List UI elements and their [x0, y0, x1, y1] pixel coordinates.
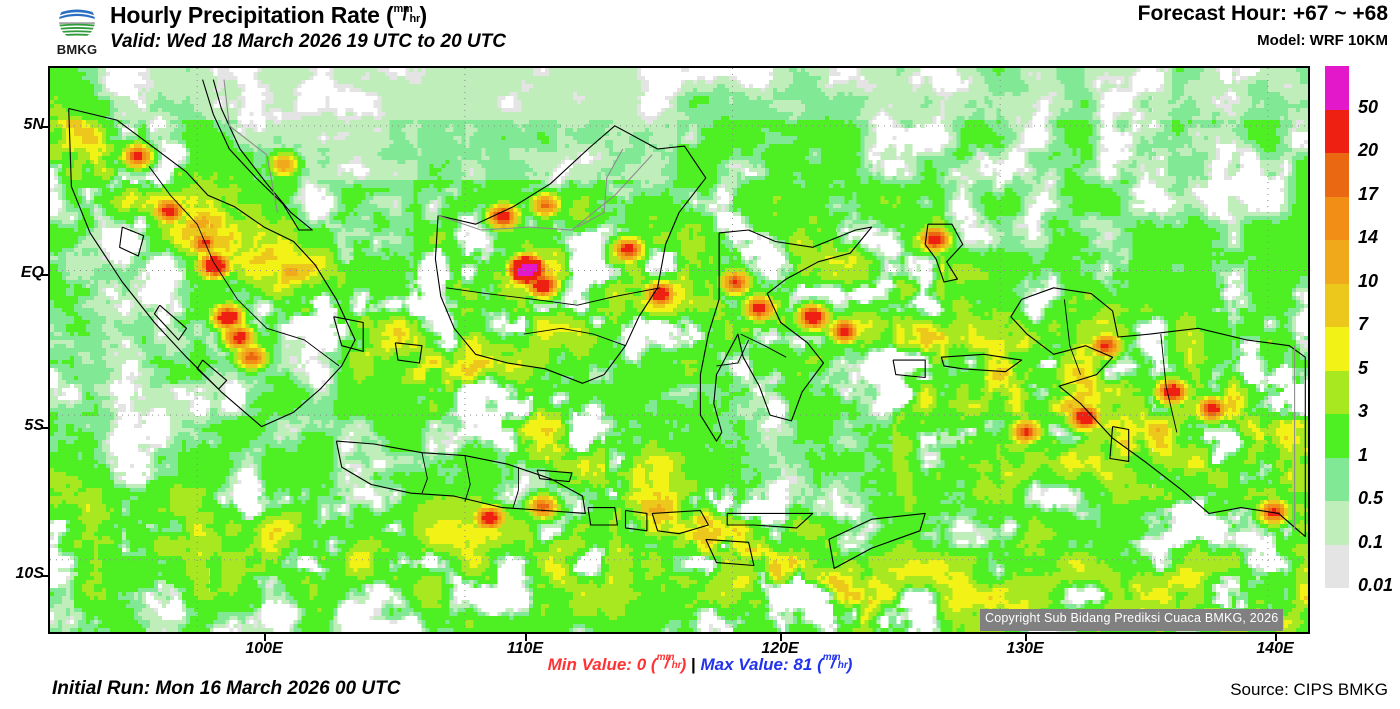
- title-paren-close: ): [419, 2, 427, 28]
- max-unit-denominator: hr: [837, 660, 848, 671]
- lat-label-5n: 5N: [23, 116, 44, 133]
- min-value-group: Min Value: 0 (mm / hr): [547, 652, 691, 674]
- title-unit-numerator: mm: [393, 3, 413, 15]
- forecast-hour-label: Forecast Hour: +67 ~ +68: [1137, 2, 1388, 25]
- bmkg-logo-label: BMKG: [56, 42, 98, 57]
- min-label: Min Value:: [547, 655, 632, 674]
- lat-tick-5s: [41, 427, 48, 429]
- max-unit-slash: /: [830, 653, 836, 672]
- precip-region: [57, 120, 1308, 628]
- model-label: Model: WRF 10KM: [1257, 32, 1388, 49]
- page-title-text: Hourly Precipitation Rate: [110, 2, 380, 28]
- colorbar: [1325, 66, 1349, 588]
- colorbar-band-5: [1325, 327, 1349, 371]
- title-paren-open: (: [385, 2, 394, 28]
- colorbar-label-3: 3: [1358, 401, 1369, 421]
- colorbar-label-5: 5: [1358, 357, 1369, 378]
- lon-tick-100e: [264, 634, 266, 641]
- min-unit-numerator: mm: [656, 652, 675, 663]
- lon-label-140e: 140E: [1256, 640, 1294, 657]
- colorbar-label-1: 1: [1358, 444, 1369, 465]
- initial-run-label: Initial Run: Mon 16 March 2026 00 UTC: [52, 678, 401, 699]
- precipitation-raster: [50, 68, 1308, 632]
- coastlines: [68, 79, 1306, 569]
- title-unit: (mm / hr): [386, 2, 427, 28]
- colorbar-band-10: [1325, 240, 1349, 284]
- colorbar-label-10: 10: [1358, 270, 1379, 291]
- lon-label-120e: 120E: [761, 640, 799, 657]
- minmax-separator: |: [690, 655, 696, 674]
- lon-tick-110e: [525, 634, 527, 641]
- precip-region: [50, 68, 1308, 632]
- colorbar-band-0.01: [1325, 544, 1349, 588]
- colorbar-label-0.5: 0.5: [1358, 488, 1384, 508]
- max-value-group: Max Value: 81 (mm / hr): [700, 652, 853, 674]
- header: BMKG Hourly Precipitation Rate (mm / hr) V…: [0, 0, 1400, 62]
- colorbar-band-7: [1325, 283, 1349, 327]
- colorbar-band-20: [1325, 109, 1349, 153]
- title-unit-denominator: hr: [409, 13, 421, 25]
- colorbar-label-50: 50: [1358, 96, 1379, 117]
- min-value: 0: [636, 655, 647, 674]
- lon-tick-140e: [1275, 634, 1277, 641]
- lon-label-130e: 130E: [1006, 640, 1044, 657]
- lat-tick-eq: [41, 274, 48, 276]
- colorbar-label-20: 20: [1358, 140, 1379, 160]
- min-unit: (mm / hr): [650, 652, 687, 674]
- lat-label-eq: EQ: [20, 264, 44, 281]
- colorbar-band-17: [1325, 153, 1349, 197]
- page-title: Hourly Precipitation Rate (mm / hr): [110, 2, 427, 29]
- colorbar-band-14: [1325, 196, 1349, 240]
- lon-label-110e: 110E: [506, 640, 544, 657]
- max-unit: (mm / hr): [817, 652, 853, 674]
- valid-time-label: Valid: Wed 18 March 2026 19 UTC to 20 UT…: [110, 31, 506, 52]
- min-unit-slash: /: [664, 653, 670, 672]
- lat-tick-10s: [41, 575, 48, 577]
- lon-tick-130e: [1025, 634, 1027, 641]
- copyright-notice: Copyright Sub Bidang Prediksi Cuaca BMKG…: [980, 609, 1284, 631]
- colorbar-band-0.1: [1325, 501, 1349, 545]
- min-max-readout: Min Value: 0 (mm / hr) | Max Value: 81 (mm…: [0, 652, 1400, 675]
- min-paren-open: (: [650, 655, 657, 674]
- title-unit-slash: /: [402, 4, 408, 25]
- colorbar-band-0.5: [1325, 457, 1349, 501]
- graticule: [50, 68, 1308, 632]
- colorbar-label-14: 14: [1358, 227, 1379, 247]
- colorbar-label-7: 7: [1358, 314, 1369, 334]
- source-label: Source: CIPS BMKG: [1230, 680, 1388, 699]
- max-label: Max Value:: [700, 655, 789, 674]
- min-unit-denominator: hr: [671, 660, 682, 671]
- lon-label-100e: 100E: [245, 640, 283, 657]
- max-value: 81: [793, 655, 813, 674]
- precip-region: [50, 68, 1308, 632]
- lat-tick-5n: [41, 126, 48, 128]
- max-paren-close: ): [846, 655, 853, 674]
- colorbar-band-1: [1325, 414, 1349, 458]
- lat-label-10s: 10S: [15, 565, 44, 582]
- lat-label-5s: 5S: [24, 417, 44, 434]
- min-paren-close: ): [680, 655, 687, 674]
- max-paren-open: (: [817, 655, 823, 674]
- bmkg-logo: BMKG: [46, 2, 108, 58]
- colorbar-band-3: [1325, 370, 1349, 414]
- lon-tick-120e: [780, 634, 782, 641]
- max-unit-numerator: mm: [822, 652, 841, 663]
- administrative-borders: [148, 79, 1296, 531]
- colorbar-band-50: [1325, 66, 1349, 110]
- colorbar-label-0.01: 0.01: [1358, 575, 1394, 595]
- precip-region: [517, 264, 538, 276]
- precipitation-map[interactable]: Copyright Sub Bidang Prediksi Cuaca BMKG…: [48, 66, 1310, 634]
- precip-region: [50, 68, 1308, 632]
- colorbar-label-17: 17: [1358, 183, 1379, 204]
- precip-region: [50, 96, 1308, 632]
- colorbar-label-0.1: 0.1: [1358, 531, 1384, 552]
- bmkg-logo-mark: [59, 3, 95, 39]
